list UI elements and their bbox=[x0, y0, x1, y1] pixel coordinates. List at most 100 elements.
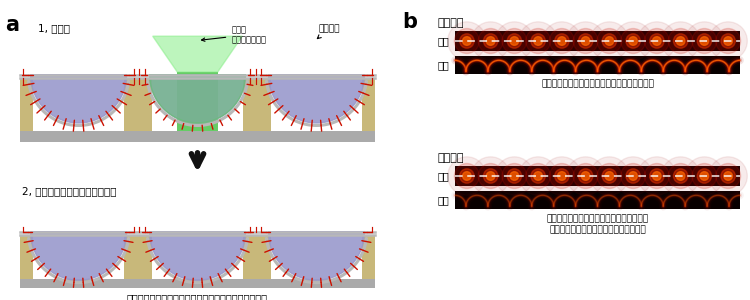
Circle shape bbox=[692, 28, 717, 53]
Circle shape bbox=[638, 22, 676, 60]
Circle shape bbox=[614, 157, 652, 195]
Polygon shape bbox=[149, 75, 245, 123]
Bar bbox=[20, 131, 375, 142]
Circle shape bbox=[550, 28, 574, 53]
Circle shape bbox=[507, 34, 521, 48]
Bar bbox=[20, 80, 33, 131]
Circle shape bbox=[460, 34, 474, 48]
Circle shape bbox=[674, 34, 688, 48]
Circle shape bbox=[709, 157, 747, 195]
Circle shape bbox=[614, 22, 652, 60]
Circle shape bbox=[578, 34, 592, 48]
Bar bbox=[124, 80, 152, 131]
Bar bbox=[455, 166, 740, 186]
Text: a: a bbox=[5, 15, 19, 35]
Polygon shape bbox=[268, 75, 364, 123]
Circle shape bbox=[626, 34, 640, 48]
Circle shape bbox=[626, 169, 640, 183]
Circle shape bbox=[724, 37, 733, 45]
Circle shape bbox=[638, 157, 676, 195]
Circle shape bbox=[590, 22, 628, 60]
Polygon shape bbox=[31, 75, 127, 123]
Circle shape bbox=[448, 22, 486, 60]
Text: 2, 蛍光脂質の非対称分布の形成: 2, 蛍光脂質の非対称分布の形成 bbox=[22, 186, 116, 196]
Circle shape bbox=[578, 169, 592, 183]
Text: 断面: 断面 bbox=[437, 195, 449, 205]
Circle shape bbox=[676, 172, 685, 180]
Circle shape bbox=[668, 28, 693, 53]
Circle shape bbox=[486, 37, 495, 45]
Circle shape bbox=[721, 169, 735, 183]
Circle shape bbox=[463, 37, 471, 45]
Polygon shape bbox=[149, 232, 245, 280]
Circle shape bbox=[463, 172, 471, 180]
Text: 光照射前: 光照射前 bbox=[438, 18, 464, 28]
Circle shape bbox=[628, 37, 638, 45]
Circle shape bbox=[478, 164, 503, 188]
Bar bbox=[243, 236, 271, 279]
Circle shape bbox=[652, 37, 662, 45]
Circle shape bbox=[478, 28, 503, 53]
Circle shape bbox=[484, 34, 498, 48]
Text: 断面: 断面 bbox=[437, 60, 449, 70]
Bar bbox=[362, 236, 375, 279]
Bar bbox=[124, 236, 152, 279]
Polygon shape bbox=[149, 75, 245, 123]
Circle shape bbox=[581, 37, 590, 45]
Circle shape bbox=[472, 157, 510, 195]
Circle shape bbox=[716, 164, 740, 188]
Circle shape bbox=[495, 157, 533, 195]
Circle shape bbox=[652, 172, 662, 180]
Polygon shape bbox=[268, 232, 364, 280]
Circle shape bbox=[602, 169, 616, 183]
Circle shape bbox=[557, 172, 566, 180]
Circle shape bbox=[662, 157, 700, 195]
Bar bbox=[20, 236, 33, 279]
Circle shape bbox=[621, 28, 646, 53]
Bar bbox=[455, 191, 740, 209]
Circle shape bbox=[605, 37, 613, 45]
Text: 上面: 上面 bbox=[437, 36, 449, 46]
Circle shape bbox=[698, 34, 712, 48]
Circle shape bbox=[605, 172, 613, 180]
Circle shape bbox=[573, 164, 598, 188]
Circle shape bbox=[602, 34, 616, 48]
Bar bbox=[455, 56, 740, 74]
Circle shape bbox=[555, 34, 569, 48]
Text: 蛍光脂質: 蛍光脂質 bbox=[317, 24, 340, 39]
Circle shape bbox=[597, 164, 622, 188]
Circle shape bbox=[644, 28, 669, 53]
Circle shape bbox=[510, 37, 519, 45]
Circle shape bbox=[621, 164, 646, 188]
Bar bbox=[20, 279, 375, 288]
Circle shape bbox=[534, 172, 542, 180]
Bar bbox=[243, 80, 271, 131]
Circle shape bbox=[534, 37, 542, 45]
Circle shape bbox=[724, 172, 733, 180]
Circle shape bbox=[573, 28, 598, 53]
Circle shape bbox=[721, 34, 735, 48]
Text: 蛍光脂質が外層にのみ存在する非対称な生体膜を形成: 蛍光脂質が外層にのみ存在する非対称な生体膜を形成 bbox=[127, 293, 268, 300]
Circle shape bbox=[502, 164, 526, 188]
Bar bbox=[177, 72, 218, 131]
Circle shape bbox=[502, 28, 526, 53]
Circle shape bbox=[507, 169, 521, 183]
Circle shape bbox=[581, 172, 590, 180]
Circle shape bbox=[650, 169, 664, 183]
Circle shape bbox=[531, 169, 545, 183]
Circle shape bbox=[510, 172, 519, 180]
Circle shape bbox=[628, 172, 638, 180]
Circle shape bbox=[555, 169, 569, 183]
Circle shape bbox=[519, 157, 557, 195]
Circle shape bbox=[454, 28, 479, 53]
Circle shape bbox=[700, 37, 709, 45]
Circle shape bbox=[460, 169, 474, 183]
Circle shape bbox=[709, 22, 747, 60]
Text: 1, 光照射: 1, 光照射 bbox=[38, 23, 70, 33]
Circle shape bbox=[472, 22, 510, 60]
Circle shape bbox=[662, 22, 700, 60]
Circle shape bbox=[668, 164, 693, 188]
Circle shape bbox=[716, 28, 740, 53]
Text: 上面: 上面 bbox=[437, 171, 449, 181]
Circle shape bbox=[550, 164, 574, 188]
